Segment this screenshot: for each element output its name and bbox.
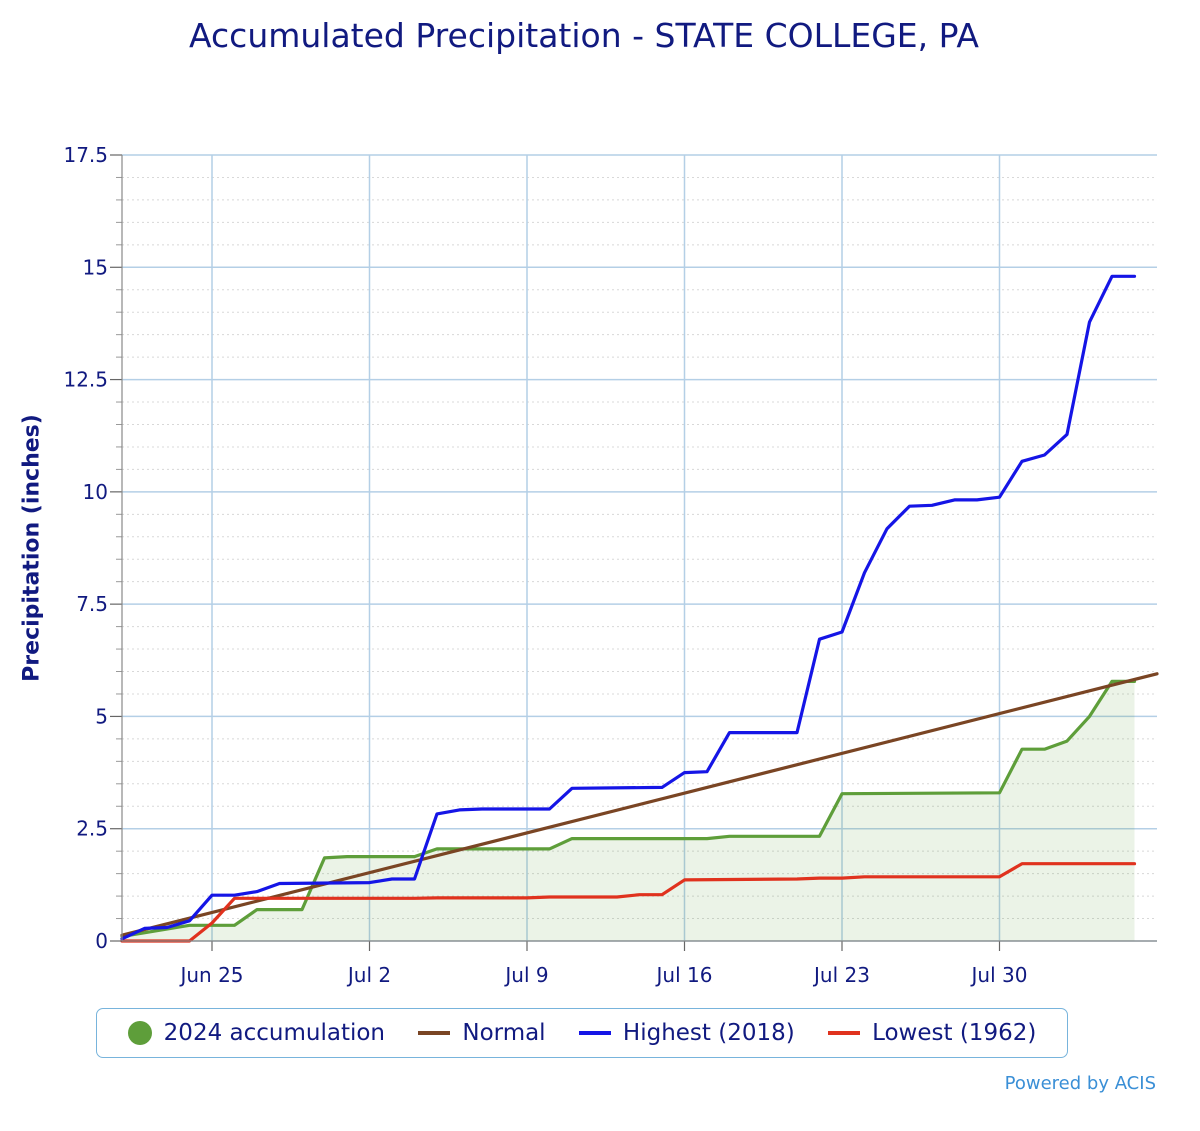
legend-item-highest[interactable]: Highest (2018) <box>578 1020 795 1046</box>
y-tick-label: 17.5 <box>63 143 108 167</box>
y-tick-label: 5 <box>95 704 108 728</box>
series-area-2024-accumulation <box>122 681 1135 941</box>
legend: 2024 accumulation Normal Highest (2018) … <box>96 1008 1068 1058</box>
powered-by-link[interactable]: Powered by ACIS <box>1004 1073 1156 1094</box>
legend-item-2024[interactable]: 2024 accumulation <box>127 1020 386 1046</box>
x-tick-label: Jul 9 <box>503 963 548 987</box>
y-tick-label: 0 <box>95 929 108 953</box>
legend-label-highest: Highest (2018) <box>622 1020 795 1046</box>
precipitation-chart: 0 2.5 5 7.5 10 12.5 15 17.5 Jun 25 Jul 2 Jul 9 Jul … <box>63 143 1159 987</box>
y-tick-label: 10 <box>83 480 108 504</box>
x-tick-label: Jul 2 <box>346 963 391 987</box>
chart-title: Accumulated Precipitation - STATE COLLEG… <box>189 16 979 55</box>
series-line-lowest-1962 <box>120 862 1137 943</box>
axes: 0 2.5 5 7.5 10 12.5 15 17.5 Jun 25 Jul 2 Jul 9 Jul … <box>63 143 1157 987</box>
y-tick-label: 7.5 <box>76 592 108 616</box>
x-tick-label: Jun 25 <box>178 963 243 987</box>
legend-item-normal[interactable]: Normal <box>418 1020 546 1046</box>
legend-label-normal: Normal <box>462 1020 546 1046</box>
y-tick-label: 15 <box>83 255 108 279</box>
legend-label-2024: 2024 accumulation <box>163 1020 386 1046</box>
legend-label-lowest: Lowest (1962) <box>872 1020 1037 1046</box>
series-line-normal <box>120 672 1159 937</box>
x-tick-label: Jul 23 <box>812 963 870 987</box>
y-axis-label: Precipitation (inches) <box>19 414 45 682</box>
y-tick-label: 2.5 <box>76 817 108 841</box>
series-line-highest-2018 <box>120 274 1137 941</box>
legend-marker-normal <box>418 1031 451 1035</box>
x-tick-label: Jul 30 <box>970 963 1028 987</box>
legend-marker-highest <box>578 1031 611 1035</box>
legend-item-lowest[interactable]: Lowest (1962) <box>828 1020 1036 1046</box>
legend-marker-2024 <box>127 1021 152 1045</box>
legend-marker-lowest <box>828 1031 861 1035</box>
x-tick-label: Jul 16 <box>655 963 713 987</box>
series-line-2024-accumulation <box>120 679 1137 939</box>
y-tick-label: 12.5 <box>63 368 108 392</box>
area-layer <box>122 681 1135 941</box>
series-layer <box>120 274 1159 943</box>
